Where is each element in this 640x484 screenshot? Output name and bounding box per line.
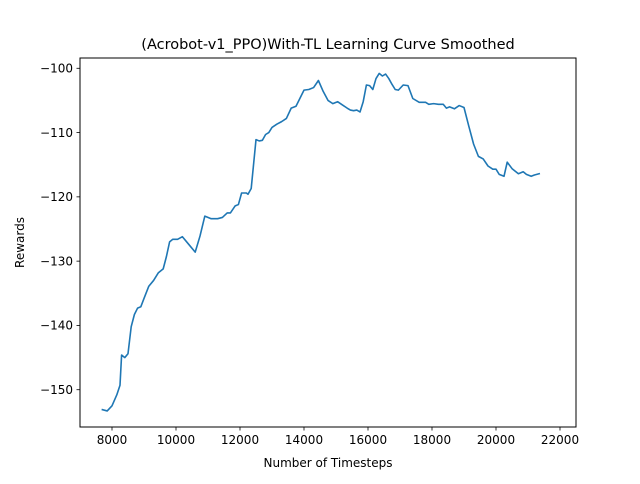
x-tick-label: 10000 <box>157 433 195 447</box>
y-tick-label: −110 <box>40 126 73 140</box>
y-tick-label: −130 <box>40 254 73 268</box>
y-axis-ticks: −150 −140 −130 −120 −110 −100 <box>40 62 80 397</box>
x-tick-label: 22000 <box>541 433 579 447</box>
y-tick-label: −100 <box>40 62 73 76</box>
series-line <box>101 72 541 412</box>
chart-title: (Acrobot-v1_PPO)With-TL Learning Curve S… <box>141 37 514 53</box>
x-tick-label: 8000 <box>97 433 128 447</box>
x-tick-label: 18000 <box>413 433 451 447</box>
plot-area-frame <box>79 57 577 428</box>
x-axis-ticks: 8000 10000 12000 14000 16000 18000 20000 22000 <box>97 427 579 447</box>
y-axis-label: Rewards <box>13 217 27 268</box>
x-tick-label: 12000 <box>221 433 259 447</box>
x-tick-label: 16000 <box>349 433 387 447</box>
x-tick-label: 14000 <box>285 433 323 447</box>
y-tick-label: −120 <box>40 190 73 204</box>
x-tick-label: 20000 <box>477 433 515 447</box>
y-tick-label: −140 <box>40 319 73 333</box>
y-tick-label: −150 <box>40 383 73 397</box>
x-axis-label: Number of Timesteps <box>264 456 393 470</box>
series-layer <box>101 72 541 412</box>
